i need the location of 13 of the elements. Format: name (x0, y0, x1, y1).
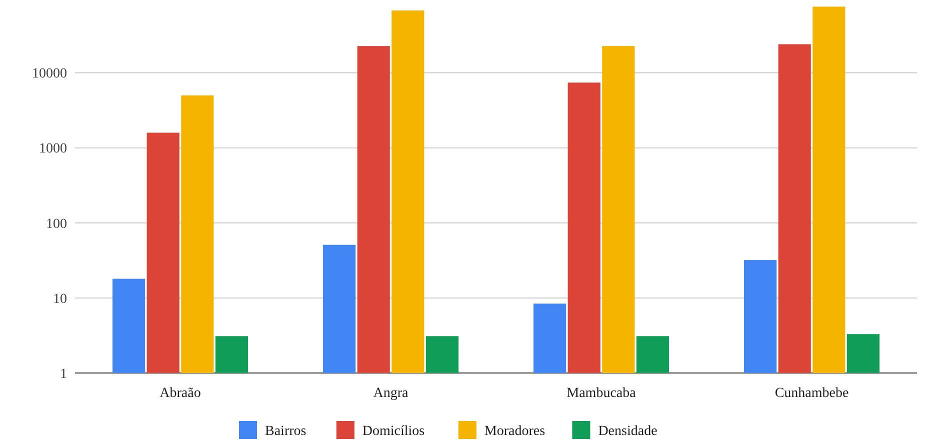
legend-label: Domicílios (362, 424, 425, 439)
x-tick-label: Abraão (160, 386, 201, 401)
y-tick-label: 1000 (39, 142, 67, 157)
x-tick-label: Mambucaba (566, 386, 637, 401)
legend-label: Bairros (265, 424, 306, 439)
y-tick-label: 100 (46, 216, 67, 232)
y-tick-label: 10 (53, 292, 67, 307)
y-tick-label: 1 (60, 366, 67, 382)
x-tick-label: Angra (373, 386, 410, 401)
legend-label: Densidade (598, 424, 658, 439)
legend-label: Moradores (484, 424, 546, 439)
y-tick-label: 10000 (32, 66, 67, 82)
x-tick-label: Cunhambebe (774, 386, 849, 401)
